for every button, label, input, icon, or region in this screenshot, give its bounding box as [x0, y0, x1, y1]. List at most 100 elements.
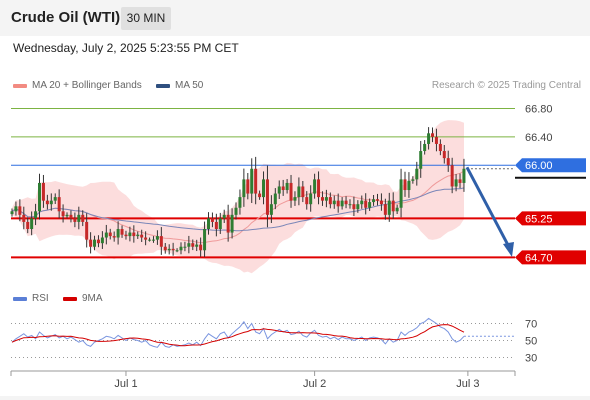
candle: [34, 203, 38, 226]
candle-body: [45, 200, 49, 205]
level-tag-text: 66.00: [525, 160, 553, 172]
candle: [226, 204, 230, 242]
candle-body: [419, 151, 423, 169]
level-tag-text: 65.25: [525, 213, 553, 225]
candle-body: [214, 221, 218, 230]
candle: [407, 172, 411, 198]
candle-body: [403, 179, 407, 191]
level-tag-65.25: 65.25: [515, 211, 586, 226]
candle-body: [395, 207, 399, 212]
candle-body: [446, 158, 450, 166]
current-price-marker: [515, 176, 586, 179]
candle-body: [77, 214, 81, 222]
candle-body: [69, 214, 73, 219]
candle-body: [332, 200, 336, 205]
candle: [462, 158, 466, 192]
candle: [128, 226, 132, 242]
level-tag-bg: [515, 158, 586, 173]
candle: [175, 248, 179, 253]
candle: [317, 171, 321, 205]
candle-body: [379, 200, 383, 205]
candle-body: [352, 204, 356, 210]
candle-body: [18, 206, 22, 215]
candle: [403, 171, 407, 197]
candle: [163, 243, 167, 254]
candle: [100, 231, 104, 249]
candle-body: [262, 179, 266, 198]
candle: [57, 189, 61, 219]
candle: [427, 127, 431, 150]
candle-body: [313, 179, 317, 194]
rsi-legend-label: RSI: [32, 293, 49, 304]
candle: [61, 204, 65, 223]
candle-body: [116, 229, 120, 238]
candle: [368, 198, 372, 211]
candle: [93, 235, 97, 251]
rsi-level-label-50: 50: [525, 336, 537, 348]
candle-body: [234, 207, 238, 215]
candle: [348, 199, 352, 209]
candle-body: [450, 165, 454, 187]
candle: [159, 227, 163, 255]
candle: [250, 158, 254, 203]
candle-body: [183, 246, 187, 248]
candle-body: [104, 232, 108, 238]
candle-body: [438, 143, 442, 152]
candle-body: [269, 204, 273, 215]
candle-body: [57, 197, 61, 212]
candle-body: [305, 197, 309, 205]
candle: [289, 174, 293, 208]
candle-body: [383, 204, 387, 215]
rsi-ma-line: [11, 324, 465, 347]
candle: [89, 232, 93, 254]
candle-body: [22, 214, 26, 222]
candle-body: [273, 193, 277, 205]
candle-body: [124, 234, 128, 237]
candle-body: [151, 239, 155, 241]
candle: [442, 145, 446, 164]
candle-body: [108, 232, 112, 237]
candle: [214, 213, 218, 237]
level-tag-text: 64.70: [525, 252, 553, 264]
level-tag-bg: [515, 211, 586, 226]
candle-body: [462, 168, 466, 183]
candle: [230, 208, 234, 239]
candle-body: [155, 236, 159, 240]
candle-body: [85, 221, 89, 240]
candle: [187, 235, 191, 254]
candle: [124, 230, 128, 240]
ma20-legend-label: MA 20 + Bollinger Bands: [32, 80, 142, 91]
timeframe-badge[interactable]: 30 MIN: [121, 7, 171, 30]
candle-body: [96, 239, 100, 244]
candle-body: [356, 204, 360, 210]
candle-body: [144, 237, 148, 240]
candle-body: [14, 206, 18, 212]
candle: [116, 221, 120, 245]
candle-body: [415, 168, 419, 180]
forecast-arrow-shaft: [465, 166, 511, 248]
candle-body: [159, 236, 163, 247]
instrument-title: Crude Oil (WTI): [11, 9, 121, 26]
candle: [332, 195, 336, 209]
candle: [387, 192, 391, 222]
ma20-legend-swatch: [13, 84, 27, 88]
time-label: Jul 2: [303, 378, 326, 390]
candle: [73, 212, 77, 228]
candle-body: [423, 143, 427, 152]
candle: [195, 239, 199, 252]
candle: [179, 242, 183, 255]
candle-body: [100, 237, 104, 244]
candle: [132, 225, 136, 243]
candle: [324, 189, 328, 208]
candle: [191, 239, 195, 251]
candle-body: [407, 180, 411, 191]
candle: [258, 190, 262, 200]
candle: [383, 198, 387, 220]
footer-strip: [0, 396, 590, 400]
level-label-66.80: 66.80: [525, 104, 553, 116]
candle: [81, 210, 85, 227]
candle: [399, 168, 403, 218]
candle-body: [391, 200, 395, 212]
candle: [277, 180, 281, 199]
